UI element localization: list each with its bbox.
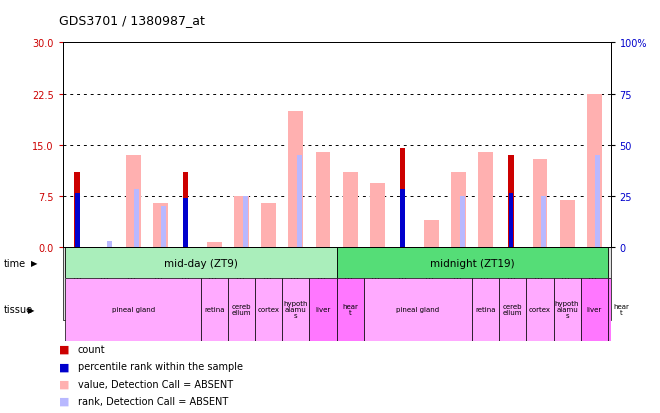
Bar — [400, 149, 405, 248]
Text: hear
t: hear t — [343, 304, 358, 316]
Bar — [107, 241, 112, 248]
Bar — [587, 95, 602, 248]
Bar — [297, 156, 302, 248]
Bar — [478, 152, 493, 248]
Bar — [153, 204, 168, 248]
Bar — [472, 279, 500, 341]
Text: cortex: cortex — [529, 307, 551, 313]
Bar — [400, 190, 405, 248]
Bar — [65, 279, 201, 341]
Text: liver: liver — [587, 307, 602, 313]
Text: cortex: cortex — [258, 307, 280, 313]
Bar — [65, 248, 337, 279]
Bar — [255, 279, 282, 341]
Bar — [315, 152, 331, 248]
Text: midnight (ZT19): midnight (ZT19) — [430, 258, 515, 268]
Bar — [337, 279, 364, 341]
Text: ▶: ▶ — [31, 259, 38, 268]
Bar — [500, 279, 527, 341]
Bar — [509, 193, 513, 248]
Text: GDS3701 / 1380987_at: GDS3701 / 1380987_at — [59, 14, 205, 27]
Text: ▶: ▶ — [28, 305, 35, 314]
Bar — [424, 221, 439, 248]
Bar — [126, 156, 141, 248]
Bar — [207, 242, 222, 248]
Bar — [261, 204, 277, 248]
Text: pineal gland: pineal gland — [397, 307, 440, 313]
Text: mid-day (ZT9): mid-day (ZT9) — [164, 258, 238, 268]
Text: value, Detection Call = ABSENT: value, Detection Call = ABSENT — [78, 379, 233, 389]
Text: ■: ■ — [59, 396, 70, 406]
Bar — [162, 207, 166, 248]
Text: tissue: tissue — [3, 305, 32, 315]
Text: cereb
ellum: cereb ellum — [503, 304, 523, 316]
Text: ■: ■ — [59, 361, 70, 371]
Text: liver: liver — [315, 307, 331, 313]
Text: retina: retina — [475, 307, 496, 313]
Text: hypoth
alamu
s: hypoth alamu s — [555, 301, 579, 319]
Bar — [183, 199, 188, 248]
Text: rank, Detection Call = ABSENT: rank, Detection Call = ABSENT — [78, 396, 228, 406]
Text: retina: retina — [205, 307, 225, 313]
Bar — [201, 279, 228, 341]
Bar — [310, 279, 337, 341]
Text: ■: ■ — [59, 379, 70, 389]
Bar — [541, 197, 546, 248]
Bar — [608, 279, 635, 341]
Bar — [134, 190, 139, 248]
Bar — [288, 112, 304, 248]
Text: pineal gland: pineal gland — [112, 307, 155, 313]
Bar — [183, 173, 188, 248]
Bar — [460, 197, 465, 248]
Text: cereb
ellum: cereb ellum — [232, 304, 251, 316]
Text: time: time — [3, 258, 26, 268]
Bar — [234, 197, 249, 248]
Bar — [560, 200, 575, 248]
Bar — [533, 159, 547, 248]
Bar — [337, 248, 608, 279]
Bar — [243, 197, 248, 248]
Bar — [581, 279, 608, 341]
Bar — [75, 173, 80, 248]
Text: ■: ■ — [59, 344, 70, 354]
Text: hear
t: hear t — [613, 304, 629, 316]
Bar — [527, 279, 554, 341]
Bar — [364, 279, 472, 341]
Text: hypoth
alamu
s: hypoth alamu s — [284, 301, 308, 319]
Bar — [228, 279, 255, 341]
Bar — [451, 173, 466, 248]
Bar — [370, 183, 385, 248]
Text: percentile rank within the sample: percentile rank within the sample — [78, 361, 243, 371]
Text: count: count — [78, 344, 106, 354]
Bar — [554, 279, 581, 341]
Bar — [75, 193, 79, 248]
Bar — [343, 173, 358, 248]
Bar — [508, 156, 513, 248]
Bar — [282, 279, 310, 341]
Bar — [595, 156, 600, 248]
